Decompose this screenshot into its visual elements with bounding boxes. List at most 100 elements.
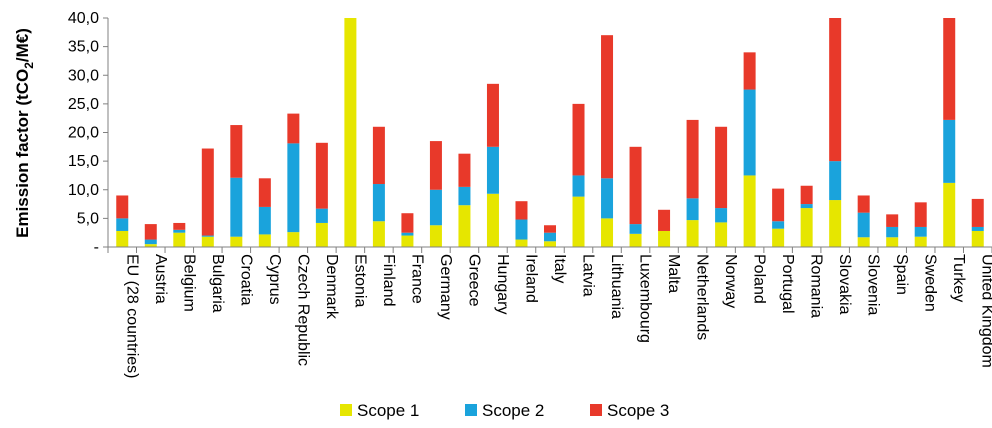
x-category-label: Portugal (779, 254, 796, 314)
bar-segment-scope-3 (572, 103, 585, 176)
bar-segment-scope-2 (201, 235, 214, 237)
y-tick-label: 30,0 (68, 67, 99, 84)
bar-segment-scope-1 (315, 222, 328, 247)
bar-segment-scope-2 (772, 221, 785, 229)
bar-segment-scope-1 (230, 236, 243, 247)
legend-swatch-scope-2 (465, 404, 477, 416)
x-category-label: Denmark (323, 254, 340, 320)
y-axis: - 5,0 10,0 15,0 20,0 25,0 30,0 35,0 40,0 (68, 10, 109, 256)
bar-segment-scope-2 (914, 226, 927, 237)
x-category-label: United Kingdom (979, 254, 992, 368)
y-axis-title: Emission factor (tCO2/M€) (13, 28, 36, 238)
bar-segment-scope-3 (258, 178, 271, 207)
bar-segment-scope-2 (116, 218, 129, 231)
bar-segment-scope-2 (287, 143, 300, 233)
x-category-label: EU (28 countries) (123, 254, 140, 379)
x-category-label: Slovakia (836, 254, 853, 315)
y-tick-label: 20,0 (68, 125, 99, 142)
x-category-label: Italy (551, 254, 568, 283)
x-category-label: Romania (808, 254, 825, 318)
bar-segment-scope-3 (173, 222, 186, 230)
bar-segment-scope-2 (315, 208, 328, 223)
bar-segment-scope-2 (943, 119, 956, 183)
bar-segment-scope-3 (800, 185, 813, 205)
bar-segment-scope-1 (258, 234, 271, 247)
bar-segment-scope-3 (144, 224, 157, 240)
bar-segment-scope-3 (315, 142, 328, 209)
x-category-label: Netherlands (694, 254, 711, 340)
bar-segment-scope-3 (943, 18, 956, 120)
bar-segment-scope-3 (201, 148, 214, 236)
bar-segment-scope-2 (458, 186, 471, 206)
bar-segment-scope-3 (458, 153, 471, 187)
bar-segment-scope-1 (344, 18, 357, 247)
legend-swatch-scope-3 (590, 404, 602, 416)
x-category-label: Belgium (180, 254, 197, 312)
bar-segment-scope-1 (772, 228, 785, 247)
bar-segment-scope-3 (658, 209, 671, 231)
y-tick-label: 35,0 (68, 39, 99, 56)
bar-segment-scope-2 (829, 161, 842, 201)
bar-segment-scope-3 (230, 125, 243, 178)
bar-segment-scope-1 (144, 244, 157, 247)
x-category-label: Slovenia (865, 254, 882, 315)
bar-segment-scope-1 (971, 230, 984, 247)
bar-segment-scope-2 (486, 146, 499, 194)
bar-segment-scope-2 (372, 184, 385, 222)
bar-segment-scope-1 (429, 225, 442, 247)
x-category-label: Norway (722, 254, 739, 308)
bar-segment-scope-3 (372, 126, 385, 185)
bar-segment-scope-2 (601, 178, 614, 219)
bar-segment-scope-3 (287, 113, 300, 144)
bar-segment-scope-2 (857, 212, 870, 238)
y-tick-label: 40,0 (68, 10, 99, 27)
x-category-label: Germany (437, 254, 454, 320)
x-category-label: Sweden (922, 254, 939, 312)
x-category-label: Greece (465, 254, 482, 307)
bar-segment-scope-3 (629, 146, 642, 225)
bar-segment-scope-3 (544, 225, 556, 233)
x-category-label: Bulgaria (209, 254, 226, 313)
bar-segment-scope-3 (429, 141, 442, 190)
bar-segment-scope-1 (686, 220, 699, 247)
x-category-label: Poland (751, 254, 768, 304)
bar-segment-scope-3 (486, 83, 499, 147)
bar-segment-scope-2 (629, 224, 642, 234)
bar-segment-scope-3 (743, 52, 756, 90)
y-tick-label: - (94, 239, 99, 256)
bar-segment-scope-2 (544, 232, 556, 242)
y-axis-title-suffix: /M€) (13, 28, 32, 62)
bars (116, 18, 984, 247)
bar-segment-scope-1 (829, 200, 842, 247)
bar-segment-scope-3 (886, 214, 899, 227)
bar-segment-scope-2 (401, 232, 414, 236)
bar-segment-scope-1 (116, 230, 129, 247)
y-tick-label: 25,0 (68, 96, 99, 113)
x-category-label: Austria (152, 254, 169, 304)
bar-segment-scope-2 (429, 189, 442, 226)
y-tick-label: 15,0 (68, 153, 99, 170)
bar-segment-scope-2 (173, 229, 186, 233)
legend: Scope 1 Scope 2 Scope 3 (340, 401, 669, 420)
x-category-label: Ireland (522, 254, 539, 303)
bar-segment-scope-1 (458, 205, 471, 247)
bar-segment-scope-1 (715, 222, 728, 247)
bar-segment-scope-3 (515, 201, 528, 220)
x-axis: EU (28 countries) Austria Belgium Bulgaria C… (107, 246, 992, 379)
bar-segment-scope-3 (116, 195, 129, 219)
legend-label: Scope 1 (357, 401, 419, 420)
bar-segment-scope-1 (943, 182, 956, 247)
bar-segment-scope-3 (857, 195, 870, 213)
x-category-label: Finland (380, 254, 397, 306)
x-category-label: Lithuania (608, 254, 625, 319)
bar-segment-scope-1 (401, 235, 414, 247)
x-category-label: Malta (665, 254, 682, 293)
bar-segment-scope-3 (686, 119, 699, 199)
x-category-label: Luxembourg (637, 254, 654, 343)
bar-segment-scope-3 (601, 35, 614, 179)
x-category-label: France (408, 254, 425, 304)
x-category-label: Czech Republic (294, 254, 311, 366)
y-tick-label: 10,0 (68, 182, 99, 199)
bar-segment-scope-3 (971, 198, 984, 227)
